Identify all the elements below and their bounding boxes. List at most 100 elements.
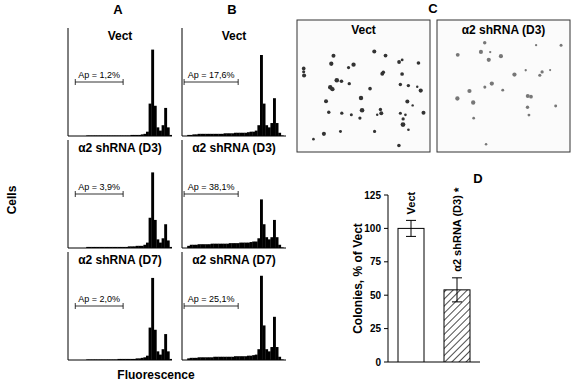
histogram-title: α2 shRNA (D7) bbox=[78, 253, 162, 267]
colony bbox=[302, 67, 306, 71]
colony bbox=[373, 130, 376, 133]
colony bbox=[560, 44, 563, 47]
colony bbox=[535, 44, 537, 46]
y-tick-label: 125 bbox=[364, 190, 381, 201]
hist-bin bbox=[154, 220, 157, 248]
colony bbox=[467, 89, 471, 93]
image-frame bbox=[297, 20, 430, 152]
error-bar bbox=[406, 220, 416, 236]
hist-bin bbox=[263, 104, 266, 136]
x-axis bbox=[68, 136, 172, 137]
error-line bbox=[411, 220, 412, 236]
colony bbox=[302, 70, 305, 73]
hist-bin bbox=[218, 244, 221, 248]
colony bbox=[538, 74, 541, 77]
colony bbox=[402, 117, 405, 120]
hist-bin bbox=[257, 238, 260, 248]
colony bbox=[526, 94, 530, 98]
y-axis bbox=[68, 252, 69, 360]
hist-bin bbox=[247, 243, 250, 248]
hist-bin bbox=[265, 349, 268, 360]
histogram bbox=[86, 50, 172, 136]
histogram-title: α2 shRNA (D3) bbox=[78, 141, 162, 155]
colony bbox=[339, 130, 342, 133]
gate-cap bbox=[75, 79, 76, 85]
y-axis bbox=[182, 140, 183, 248]
colony bbox=[407, 128, 410, 131]
hist-bin bbox=[167, 351, 170, 360]
colony bbox=[525, 69, 527, 71]
colony bbox=[382, 71, 386, 75]
colony bbox=[489, 51, 491, 53]
colony bbox=[512, 72, 516, 76]
hist-bin bbox=[273, 220, 276, 248]
x-axis bbox=[68, 360, 172, 361]
colony bbox=[376, 114, 378, 116]
hist-bin bbox=[273, 317, 276, 360]
colony bbox=[421, 111, 425, 115]
hist-bin bbox=[242, 356, 245, 360]
gate-cap bbox=[75, 303, 76, 309]
histogram-title: α2 shRNA (D3) bbox=[192, 141, 276, 155]
gate-cap bbox=[238, 79, 239, 85]
colony bbox=[499, 54, 503, 58]
hist-bin bbox=[270, 123, 273, 136]
hist-bin bbox=[151, 172, 154, 248]
hist-bin bbox=[239, 243, 242, 248]
colony bbox=[419, 89, 423, 93]
y-tick bbox=[384, 195, 388, 196]
y-tick bbox=[384, 362, 388, 363]
hist-bin bbox=[247, 132, 250, 136]
hist-bin bbox=[270, 237, 273, 248]
colony bbox=[416, 86, 418, 88]
x-axis bbox=[182, 136, 286, 137]
hist-bin bbox=[151, 50, 154, 136]
hist-bin bbox=[260, 55, 263, 136]
hist-bin bbox=[257, 349, 260, 360]
gate-cap bbox=[184, 303, 185, 309]
colony bbox=[379, 111, 383, 115]
y-tick-label: 0 bbox=[375, 357, 381, 368]
gate-cap bbox=[238, 303, 239, 309]
hist-bin bbox=[156, 239, 159, 248]
colony bbox=[330, 87, 334, 91]
colony bbox=[360, 108, 365, 113]
hist-bin bbox=[211, 244, 214, 248]
hist-bin bbox=[268, 127, 271, 136]
colony bbox=[554, 104, 557, 107]
error-line bbox=[457, 278, 458, 302]
hist-bin bbox=[151, 278, 154, 360]
colony bbox=[399, 83, 402, 86]
bar bbox=[398, 228, 424, 362]
colony bbox=[479, 50, 483, 54]
hist-bin bbox=[265, 125, 268, 136]
colony bbox=[456, 53, 460, 57]
hist-bin bbox=[273, 98, 276, 136]
hist-bin bbox=[260, 276, 263, 360]
colony bbox=[401, 122, 406, 127]
gate-cap bbox=[184, 79, 185, 85]
colony bbox=[312, 138, 315, 141]
colony bbox=[472, 117, 475, 120]
colony bbox=[483, 41, 486, 44]
histogram-title: Vect bbox=[222, 29, 247, 43]
colony bbox=[368, 87, 372, 91]
hist-bin bbox=[164, 108, 167, 136]
gate-cap bbox=[123, 191, 124, 197]
gate-line bbox=[75, 306, 123, 307]
hist-bin bbox=[203, 244, 206, 248]
colony bbox=[400, 72, 404, 76]
hist-bin bbox=[164, 334, 167, 360]
panel-label: A bbox=[113, 2, 123, 17]
hist-bin bbox=[250, 356, 253, 360]
colony bbox=[348, 82, 351, 85]
hist-bin bbox=[200, 244, 203, 248]
error-bar bbox=[452, 278, 462, 302]
y-axis bbox=[182, 252, 183, 360]
hist-bin bbox=[276, 237, 279, 248]
histogram bbox=[187, 55, 283, 136]
hist-bin bbox=[167, 127, 170, 136]
colony bbox=[324, 99, 328, 103]
significance-mark: * bbox=[452, 187, 466, 192]
hist-bin bbox=[149, 328, 152, 360]
